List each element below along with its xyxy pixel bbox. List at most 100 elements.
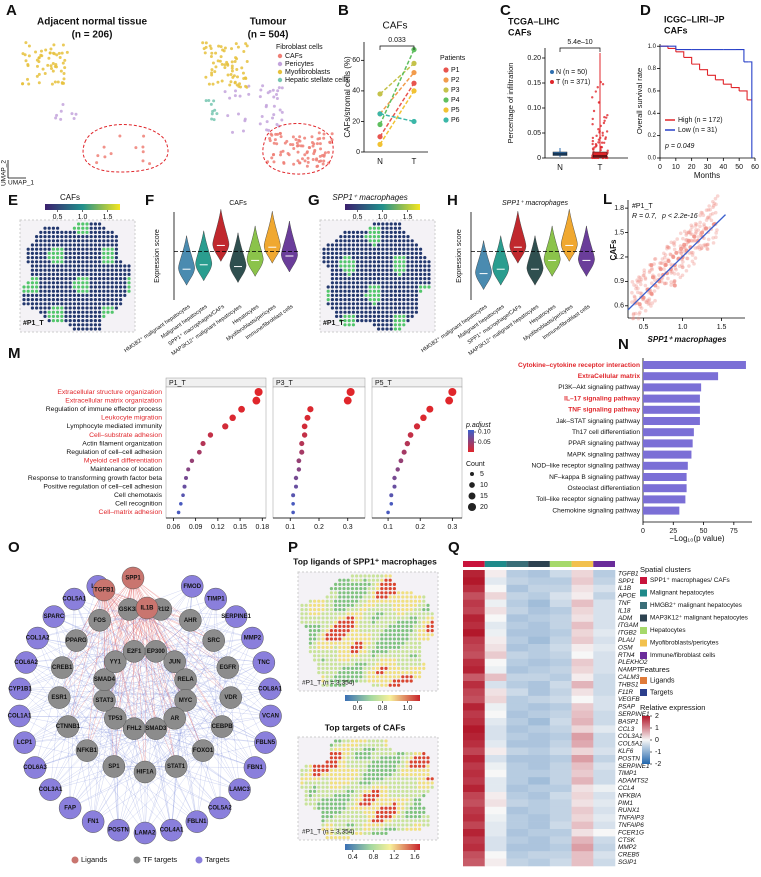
spot bbox=[377, 226, 381, 230]
spot bbox=[81, 327, 85, 331]
spot bbox=[72, 293, 76, 297]
spot bbox=[406, 239, 410, 243]
background-point bbox=[647, 297, 652, 301]
spot bbox=[313, 764, 317, 768]
x-tick-label: 0.3 bbox=[343, 524, 353, 531]
network-node bbox=[65, 629, 88, 652]
spot bbox=[385, 235, 389, 239]
spot bbox=[359, 662, 363, 666]
spot bbox=[343, 243, 347, 247]
axis-label: Percentage of infiltration bbox=[506, 63, 515, 144]
spot bbox=[372, 251, 376, 255]
gene-label: TNFAIP3 bbox=[618, 815, 644, 822]
spot bbox=[321, 624, 325, 629]
umap-point bbox=[62, 71, 66, 75]
spot bbox=[392, 764, 396, 768]
spot bbox=[313, 654, 317, 658]
spot bbox=[68, 298, 72, 302]
spot bbox=[347, 272, 351, 276]
edge bbox=[99, 620, 271, 690]
spot bbox=[367, 760, 371, 764]
gene-label: MMP2 bbox=[618, 844, 637, 851]
spot bbox=[392, 629, 396, 633]
scatter-point bbox=[704, 226, 708, 231]
spot bbox=[342, 773, 346, 777]
patient-point bbox=[411, 88, 417, 94]
spot bbox=[339, 298, 343, 302]
spot bbox=[381, 264, 385, 268]
spot bbox=[110, 235, 114, 239]
spot bbox=[359, 764, 363, 768]
y-tick-label: 0.9 bbox=[614, 278, 624, 285]
spot bbox=[325, 662, 329, 666]
edge bbox=[133, 607, 148, 729]
umap-point bbox=[55, 53, 59, 57]
spot bbox=[325, 785, 329, 789]
umap-point bbox=[276, 89, 280, 93]
spot bbox=[335, 264, 339, 268]
spot bbox=[356, 319, 360, 323]
spot bbox=[102, 264, 106, 268]
node-label: VDR bbox=[224, 695, 237, 701]
spot bbox=[368, 243, 372, 247]
edge bbox=[155, 728, 172, 831]
spot bbox=[405, 810, 409, 815]
node-label: COL1A1 bbox=[8, 714, 32, 720]
spot bbox=[413, 756, 417, 760]
spot bbox=[342, 671, 346, 675]
edge bbox=[185, 586, 193, 680]
spot bbox=[334, 612, 338, 616]
heat-cell bbox=[463, 577, 486, 586]
background-point bbox=[643, 277, 648, 281]
colorbar-label: 0.4 bbox=[348, 854, 358, 861]
spot bbox=[347, 277, 351, 281]
spot bbox=[308, 599, 312, 603]
term-dot bbox=[389, 493, 394, 498]
spot bbox=[330, 298, 334, 302]
term-label: Response to transforming growth factor b… bbox=[28, 475, 162, 482]
background-point bbox=[653, 298, 657, 303]
violin bbox=[492, 235, 509, 286]
spot bbox=[418, 802, 422, 806]
spot bbox=[389, 281, 393, 285]
jitter-point bbox=[594, 90, 598, 93]
background-point bbox=[698, 213, 703, 218]
spot bbox=[35, 243, 39, 247]
node-label: STAT1 bbox=[167, 764, 186, 770]
spot bbox=[343, 298, 347, 302]
spot bbox=[89, 310, 93, 314]
cluster-bar bbox=[484, 561, 507, 567]
heat-cell bbox=[484, 718, 507, 726]
spot bbox=[355, 764, 359, 768]
heat-cell bbox=[571, 688, 594, 697]
spot bbox=[376, 591, 380, 595]
spot bbox=[351, 272, 355, 276]
spot bbox=[85, 314, 89, 318]
spot bbox=[364, 235, 368, 239]
spot bbox=[405, 764, 409, 768]
spot bbox=[346, 760, 350, 764]
spot bbox=[347, 314, 351, 318]
background-point bbox=[643, 308, 648, 313]
node-label: IL1B bbox=[140, 606, 154, 612]
spot bbox=[346, 624, 350, 629]
edge bbox=[19, 715, 204, 751]
umap-point bbox=[54, 116, 58, 120]
umap-point bbox=[215, 112, 219, 116]
spot bbox=[339, 285, 343, 289]
spot bbox=[364, 281, 368, 285]
network-node bbox=[92, 578, 116, 602]
spot bbox=[77, 310, 81, 314]
spot bbox=[413, 806, 417, 810]
legend-swatch bbox=[640, 589, 647, 597]
umap-point bbox=[315, 164, 319, 168]
spot bbox=[51, 277, 56, 281]
spot bbox=[355, 650, 359, 654]
edge bbox=[202, 616, 237, 751]
spot bbox=[380, 658, 384, 662]
spot bbox=[356, 298, 360, 302]
spot bbox=[342, 591, 346, 595]
heat-cell bbox=[571, 592, 594, 600]
edge bbox=[53, 616, 186, 680]
spot bbox=[367, 587, 371, 591]
